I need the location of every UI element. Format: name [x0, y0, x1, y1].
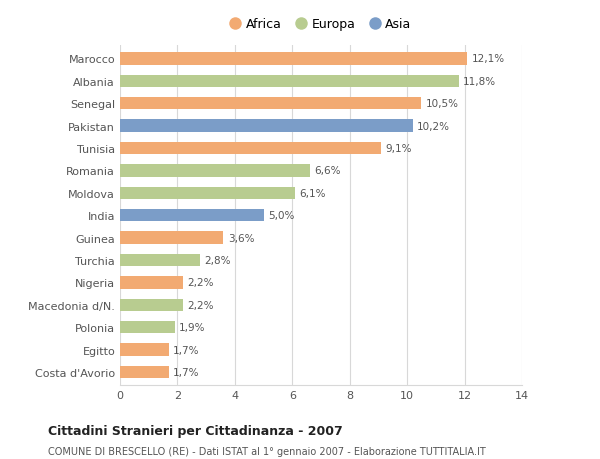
Text: 5,0%: 5,0%: [268, 211, 294, 221]
Bar: [120, 344, 169, 356]
Bar: [120, 366, 169, 378]
Text: COMUNE DI BRESCELLO (RE) - Dati ISTAT al 1° gennaio 2007 - Elaborazione TUTTITAL: COMUNE DI BRESCELLO (RE) - Dati ISTAT al…: [48, 446, 486, 456]
Text: 1,7%: 1,7%: [173, 345, 200, 355]
Text: 3,6%: 3,6%: [227, 233, 254, 243]
Text: 2,8%: 2,8%: [205, 255, 231, 265]
Bar: [120, 120, 413, 133]
Text: 2,2%: 2,2%: [187, 278, 214, 288]
Bar: [120, 98, 421, 110]
Text: 1,9%: 1,9%: [179, 323, 205, 332]
Bar: [120, 76, 459, 88]
Bar: [120, 210, 263, 222]
Bar: [120, 277, 183, 289]
Text: Cittadini Stranieri per Cittadinanza - 2007: Cittadini Stranieri per Cittadinanza - 2…: [48, 425, 343, 437]
Text: 12,1%: 12,1%: [472, 54, 505, 64]
Bar: [120, 321, 175, 334]
Text: 6,1%: 6,1%: [299, 188, 326, 198]
Text: 11,8%: 11,8%: [463, 77, 496, 87]
Bar: [120, 165, 310, 177]
Text: 6,6%: 6,6%: [314, 166, 340, 176]
Text: 2,2%: 2,2%: [187, 300, 214, 310]
Bar: [120, 143, 381, 155]
Text: 10,5%: 10,5%: [426, 99, 459, 109]
Legend: Africa, Europa, Asia: Africa, Europa, Asia: [230, 18, 412, 31]
Bar: [120, 254, 200, 267]
Bar: [120, 187, 295, 200]
Bar: [120, 299, 183, 311]
Text: 9,1%: 9,1%: [386, 144, 412, 154]
Text: 10,2%: 10,2%: [417, 121, 450, 131]
Bar: [120, 232, 223, 244]
Bar: [120, 53, 467, 66]
Text: 1,7%: 1,7%: [173, 367, 200, 377]
